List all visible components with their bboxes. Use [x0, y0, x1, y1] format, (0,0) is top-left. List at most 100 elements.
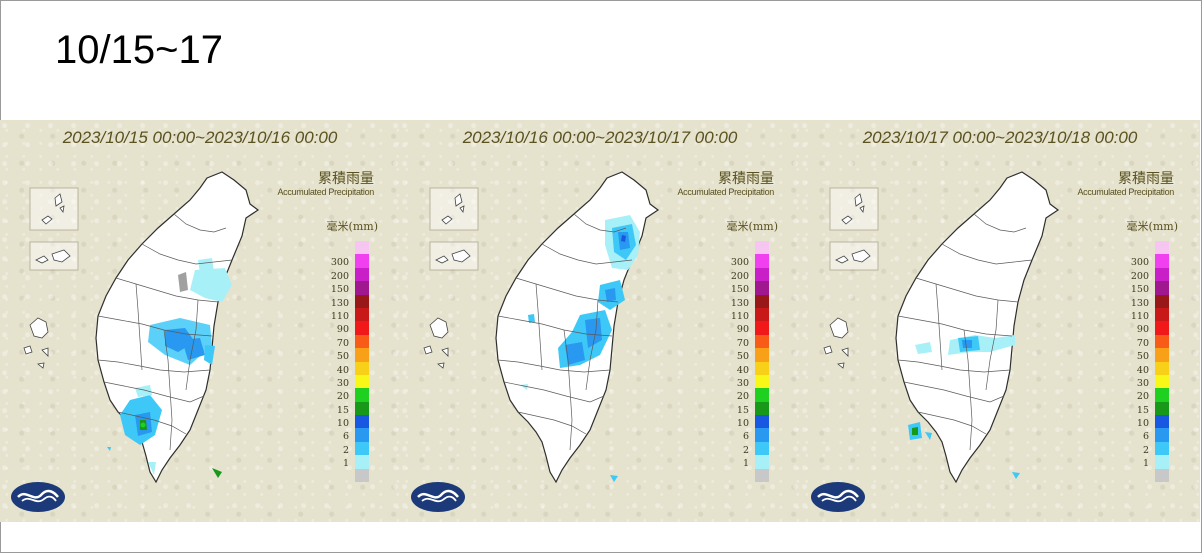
legend-swatch [1155, 254, 1169, 268]
legend-title-en: Accumulated Precipitation [1077, 187, 1174, 197]
legend-swatch [355, 267, 369, 282]
legend-level [728, 241, 788, 255]
legend-label: 70 [336, 337, 349, 349]
legend-level: 15 [1128, 401, 1188, 416]
legend-swatch [755, 241, 769, 255]
legend-level: 110 [1128, 307, 1188, 321]
legend-level: 2 [1128, 441, 1188, 456]
precipitation-legend: 300 200 150 130 110 90 70 50 40 30 20 15 10 6 2 1 [728, 241, 788, 483]
legend-level: 200 [328, 267, 388, 282]
legend-level: 20 [728, 388, 788, 403]
legend-swatch [355, 441, 369, 456]
legend-level: 150 [1128, 281, 1188, 296]
legend-swatch [755, 468, 769, 483]
cwb-logo-icon [411, 482, 465, 512]
legend-level: 200 [728, 267, 788, 281]
legend-title-en: Accumulated Precipitation [277, 187, 374, 197]
legend-swatch [1155, 374, 1169, 389]
legend-swatch [355, 321, 369, 335]
legend-swatch [755, 281, 769, 295]
legend-level: 30 [328, 374, 388, 389]
legend-label: 70 [1136, 337, 1149, 349]
rain-areas [520, 215, 640, 482]
legend-swatch [1155, 348, 1169, 362]
precipitation-map-day-1: 2023/10/15 00:00~2023/10/16 00:00 累積雨量 A… [0, 120, 400, 522]
legend-label: 1 [742, 458, 749, 470]
legend-level: 15 [328, 401, 388, 416]
precipitation-panels: 2023/10/15 00:00~2023/10/16 00:00 累積雨量 A… [0, 120, 1202, 522]
precipitation-map-day-2: 2023/10/16 00:00~2023/10/17 00:00 累積雨量 A… [400, 120, 800, 522]
legend-label: 2 [1142, 444, 1149, 456]
legend-swatch [755, 455, 769, 469]
legend-swatch [755, 348, 769, 362]
legend-swatch [1155, 281, 1169, 295]
legend-title-zh: 累積雨量 [718, 171, 774, 187]
legend-swatch [1155, 267, 1169, 282]
legend-level: 50 [1128, 348, 1188, 362]
legend-level: 6 [328, 428, 388, 443]
legend-label: 110 [730, 310, 749, 322]
legend-level: 90 [1128, 321, 1188, 335]
legend-swatch [1155, 401, 1169, 416]
legend-swatch [355, 254, 369, 268]
legend-swatch [355, 348, 369, 362]
legend-level: 50 [328, 348, 388, 362]
legend-label: 50 [736, 351, 749, 363]
legend-label: 6 [1142, 431, 1149, 443]
legend-swatch [355, 374, 369, 389]
legend-label: 200 [330, 270, 349, 282]
cwb-logo-icon [11, 482, 65, 512]
legend-swatch [1155, 321, 1169, 335]
legend-label: 15 [336, 404, 349, 416]
legend-label: 130 [730, 297, 749, 309]
legend-label: 130 [330, 297, 349, 309]
legend-label: 10 [736, 418, 749, 430]
legend-label: 1 [342, 458, 349, 470]
legend-level: 10 [328, 415, 388, 429]
legend-level [328, 468, 388, 483]
map-svg [23, 171, 259, 483]
date-range-label: 2023/10/15 00:00~2023/10/16 00:00 [62, 128, 338, 147]
legend-label: 300 [330, 257, 349, 269]
legend-label: 150 [330, 284, 349, 296]
legend-level: 300 [1128, 254, 1188, 269]
legend-level: 2 [728, 441, 788, 456]
legend-level: 20 [1128, 388, 1188, 402]
legend-level: 10 [728, 415, 788, 430]
legend-label: 300 [1130, 257, 1149, 269]
legend-label: 150 [1130, 284, 1149, 296]
legend-level: 300 [728, 254, 788, 269]
legend-swatch [355, 401, 369, 416]
legend-level: 90 [728, 321, 788, 336]
legend-level: 1 [1128, 455, 1188, 469]
legend-label: 90 [736, 324, 749, 336]
legend-label: 20 [736, 391, 749, 403]
precipitation-map-day-3: 2023/10/17 00:00~2023/10/18 00:00 累積雨量 A… [800, 120, 1200, 522]
legend-label: 300 [730, 257, 749, 269]
legend-title-zh: 累積雨量 [1118, 171, 1174, 187]
legend-level: 40 [728, 361, 788, 375]
legend-level: 110 [328, 307, 388, 322]
legend-label: 20 [336, 391, 349, 403]
legend-level: 150 [728, 281, 788, 295]
legend-swatch [755, 294, 769, 308]
legend-label: 6 [342, 431, 349, 443]
cwb-logo-icon [811, 482, 865, 512]
legend-label: 40 [1136, 364, 1149, 376]
legend-label: 2 [342, 444, 349, 456]
date-range-label: 2023/10/16 00:00~2023/10/17 00:00 [462, 128, 738, 147]
legend-level: 40 [328, 361, 388, 375]
legend-level: 70 [1128, 334, 1188, 349]
legend-swatch [355, 468, 369, 483]
legend-level [1128, 468, 1188, 483]
legend-swatch [1155, 241, 1169, 255]
legend-level: 50 [728, 348, 788, 363]
map-svg [823, 171, 1059, 483]
legend-swatch [755, 415, 769, 429]
legend-swatch [755, 254, 769, 268]
legend-swatch [355, 307, 369, 322]
slide-title: 10/15~17 [55, 28, 223, 72]
legend-swatch [355, 281, 369, 295]
legend-label: 2 [742, 444, 749, 456]
legend-swatch [355, 241, 369, 255]
